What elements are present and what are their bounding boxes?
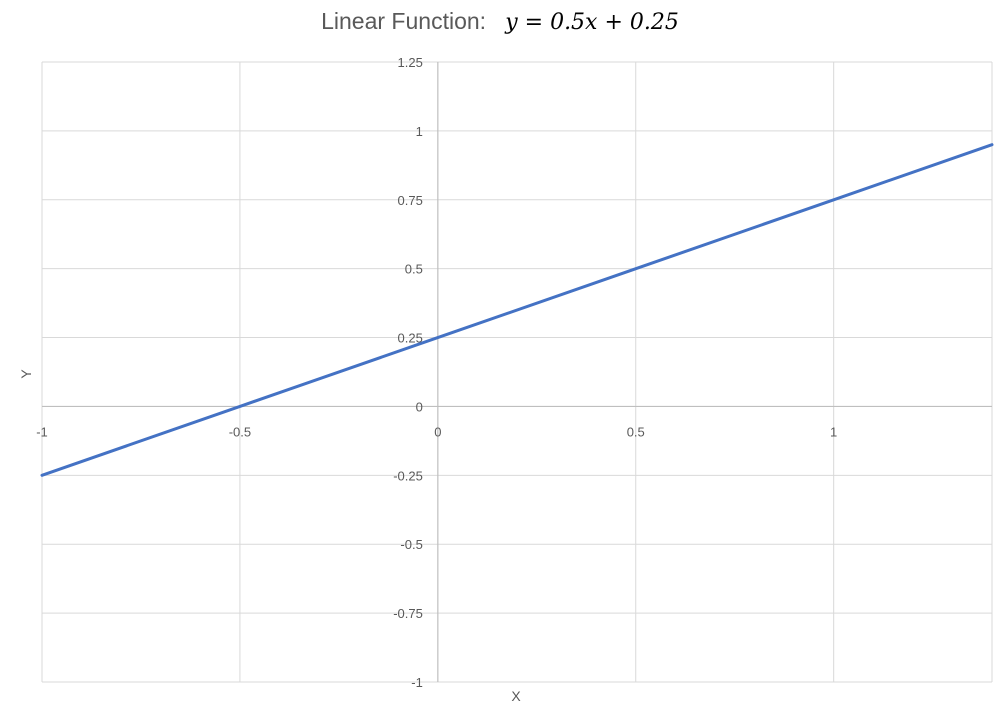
y-tick-label: -1 <box>411 675 423 690</box>
x-tick-label: 0.5 <box>627 424 645 439</box>
chart-equation: y = 0.5x + 0.25 <box>505 10 679 35</box>
y-axis-title: Y <box>18 369 34 379</box>
y-tick-label: -0.25 <box>393 468 423 483</box>
y-tick-label: 1 <box>416 124 423 139</box>
x-tick-label: 0 <box>434 424 441 439</box>
y-tick-label: -0.75 <box>393 606 423 621</box>
y-tick-label: -0.5 <box>400 537 422 552</box>
y-tick-label: 0 <box>416 399 423 414</box>
y-tick-label: 0.25 <box>398 331 423 346</box>
chart-title-text: Linear Function: <box>321 8 487 34</box>
x-tick-label: 1 <box>830 424 837 439</box>
axes <box>42 62 992 682</box>
series-line-0 <box>40 143 994 477</box>
x-tick-label: -1 <box>36 424 48 439</box>
chart-title: Linear Function: y = 0.5x + 0.25 <box>0 8 1000 35</box>
x-tick-label: -0.5 <box>229 424 251 439</box>
gridlines <box>41 61 993 683</box>
x-tick-labels: -1 -0.5 0 0.5 1 <box>36 424 837 439</box>
y-tick-label: 0.75 <box>398 193 423 208</box>
y-tick-labels: -1 -0.75 -0.5 -0.25 0 0.25 0.5 0.75 1 1.25 <box>393 55 423 690</box>
y-tick-label: 0.5 <box>405 262 423 277</box>
data-series <box>40 143 994 477</box>
x-axis-title: X <box>511 688 521 704</box>
y-tick-label: 1.25 <box>398 55 423 70</box>
